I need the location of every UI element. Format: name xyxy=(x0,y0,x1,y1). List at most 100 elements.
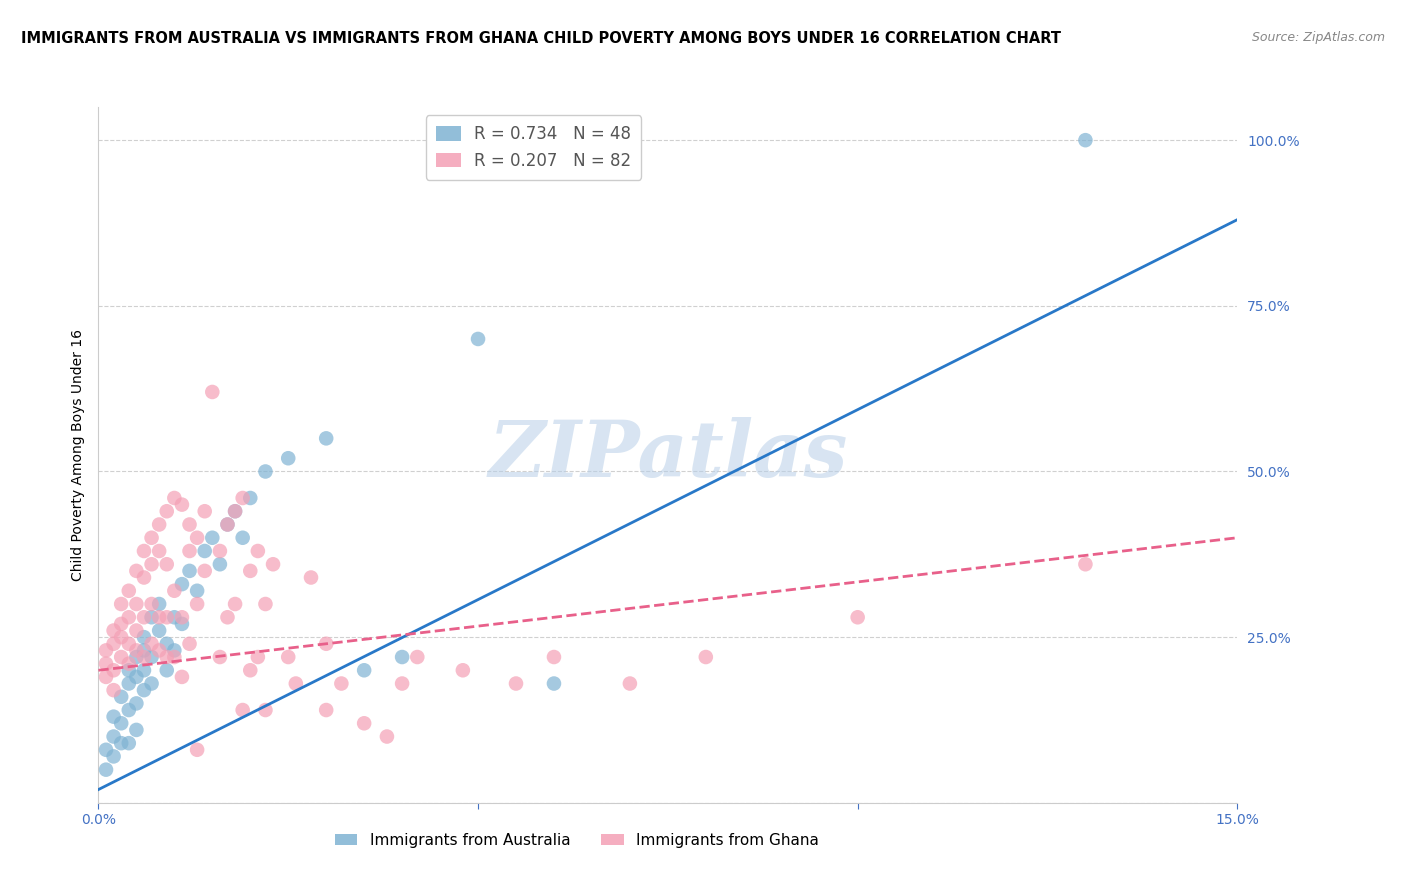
Point xyxy=(619,676,641,690)
Point xyxy=(132,650,155,665)
Point xyxy=(148,610,170,624)
Point xyxy=(148,624,170,638)
Point xyxy=(94,743,117,757)
Point xyxy=(179,637,201,651)
Point xyxy=(141,650,163,665)
Point xyxy=(315,637,337,651)
Point xyxy=(118,676,141,690)
Point xyxy=(132,643,155,657)
Point xyxy=(391,676,413,690)
Legend: Immigrants from Australia, Immigrants from Ghana: Immigrants from Australia, Immigrants fr… xyxy=(329,827,825,855)
Point xyxy=(194,564,217,578)
Point xyxy=(125,597,148,611)
Point xyxy=(1074,558,1097,572)
Point xyxy=(94,670,117,684)
Point xyxy=(201,384,224,399)
Point xyxy=(194,504,217,518)
Point xyxy=(277,451,299,466)
Point xyxy=(110,716,132,731)
Point xyxy=(156,558,179,572)
Point xyxy=(201,531,224,545)
Point xyxy=(132,630,155,644)
Text: IMMIGRANTS FROM AUSTRALIA VS IMMIGRANTS FROM GHANA CHILD POVERTY AMONG BOYS UNDE: IMMIGRANTS FROM AUSTRALIA VS IMMIGRANTS … xyxy=(21,31,1062,46)
Point xyxy=(156,650,179,665)
Point xyxy=(391,650,413,665)
Point xyxy=(94,763,117,777)
Point xyxy=(141,531,163,545)
Point xyxy=(125,670,148,684)
Point xyxy=(186,743,208,757)
Point xyxy=(110,736,132,750)
Point xyxy=(543,650,565,665)
Point xyxy=(505,676,527,690)
Point xyxy=(125,564,148,578)
Point xyxy=(299,570,322,584)
Point xyxy=(179,517,201,532)
Point xyxy=(125,697,148,711)
Point xyxy=(110,597,132,611)
Point xyxy=(179,544,201,558)
Point xyxy=(186,597,208,611)
Point xyxy=(217,517,239,532)
Point xyxy=(94,657,117,671)
Point xyxy=(1074,133,1097,147)
Point xyxy=(170,670,193,684)
Point xyxy=(118,736,141,750)
Point xyxy=(110,690,132,704)
Point xyxy=(353,663,375,677)
Point xyxy=(94,643,117,657)
Point xyxy=(163,491,186,505)
Point xyxy=(224,597,246,611)
Y-axis label: Child Poverty Among Boys Under 16: Child Poverty Among Boys Under 16 xyxy=(70,329,84,581)
Point xyxy=(110,650,132,665)
Point xyxy=(208,558,231,572)
Point xyxy=(141,676,163,690)
Point xyxy=(179,564,201,578)
Point xyxy=(156,504,179,518)
Point xyxy=(141,637,163,651)
Point xyxy=(103,709,125,723)
Point xyxy=(232,491,254,505)
Point xyxy=(163,610,186,624)
Point xyxy=(118,610,141,624)
Point xyxy=(232,531,254,545)
Point xyxy=(118,637,141,651)
Point xyxy=(695,650,717,665)
Point xyxy=(217,610,239,624)
Point xyxy=(467,332,489,346)
Point xyxy=(103,663,125,677)
Point xyxy=(148,643,170,657)
Point xyxy=(156,637,179,651)
Point xyxy=(254,703,277,717)
Point xyxy=(284,676,307,690)
Point xyxy=(277,650,299,665)
Point xyxy=(132,544,155,558)
Point xyxy=(125,643,148,657)
Point xyxy=(232,703,254,717)
Point xyxy=(224,504,246,518)
Point xyxy=(254,597,277,611)
Point xyxy=(103,730,125,744)
Point xyxy=(353,716,375,731)
Point xyxy=(141,597,163,611)
Point xyxy=(141,610,163,624)
Point xyxy=(148,517,170,532)
Point xyxy=(118,583,141,598)
Point xyxy=(118,663,141,677)
Point xyxy=(170,610,193,624)
Point xyxy=(110,616,132,631)
Point xyxy=(148,597,170,611)
Point xyxy=(262,558,284,572)
Point xyxy=(163,583,186,598)
Point xyxy=(125,723,148,737)
Point xyxy=(186,531,208,545)
Point xyxy=(132,663,155,677)
Point xyxy=(170,498,193,512)
Point xyxy=(224,504,246,518)
Point xyxy=(208,544,231,558)
Point xyxy=(125,624,148,638)
Point xyxy=(103,637,125,651)
Point xyxy=(118,703,141,717)
Point xyxy=(110,630,132,644)
Point xyxy=(846,610,869,624)
